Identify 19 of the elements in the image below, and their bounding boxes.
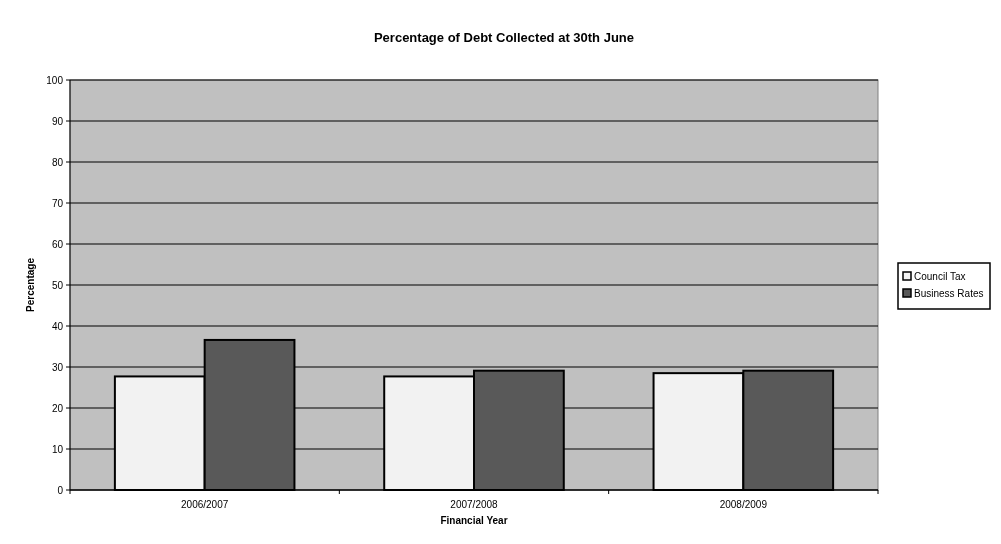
y-tick-label: 20 xyxy=(51,402,64,414)
x-axis-title: Financial Year xyxy=(440,515,508,526)
y-tick-label: 10 xyxy=(51,443,64,455)
y-tick-label: 40 xyxy=(51,320,64,332)
x-tick-label: 2007/2008 xyxy=(450,499,499,510)
y-tick-label: 60 xyxy=(51,238,64,250)
y-tick-label: 0 xyxy=(57,484,64,496)
y-tick-label: 30 xyxy=(51,361,64,373)
y-tick-label: 100 xyxy=(46,74,64,86)
legend-label: Business Rates xyxy=(914,287,984,299)
y-tick-label: 90 xyxy=(51,115,64,127)
legend-label: Council Tax xyxy=(914,270,966,282)
y-tick-label: 70 xyxy=(51,197,64,209)
x-tick-label: 2006/2007 xyxy=(181,499,229,510)
y-tick-label: 80 xyxy=(51,156,64,168)
x-tick-label: 2008/2009 xyxy=(719,499,768,510)
y-tick-label: 50 xyxy=(51,279,64,291)
y-axis-title: Percentage xyxy=(25,257,36,312)
chart-title: Percentage of Debt Collected at 30th June xyxy=(373,30,635,45)
